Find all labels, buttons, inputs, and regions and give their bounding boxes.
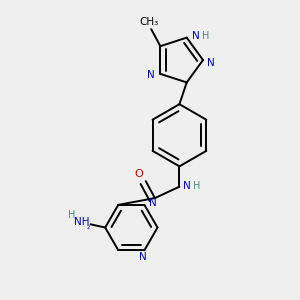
Text: ₂: ₂ [87, 222, 90, 231]
Text: N: N [147, 70, 155, 80]
Text: N: N [183, 181, 190, 191]
Text: N: N [192, 31, 200, 41]
Text: CH₃: CH₃ [139, 17, 158, 27]
Text: H: H [193, 181, 200, 191]
Text: H: H [202, 31, 209, 41]
Text: N: N [139, 252, 147, 262]
Text: NH: NH [74, 217, 89, 226]
Text: N: N [207, 58, 215, 68]
Text: O: O [135, 169, 144, 179]
Text: N: N [149, 198, 157, 208]
Text: H: H [68, 210, 75, 220]
